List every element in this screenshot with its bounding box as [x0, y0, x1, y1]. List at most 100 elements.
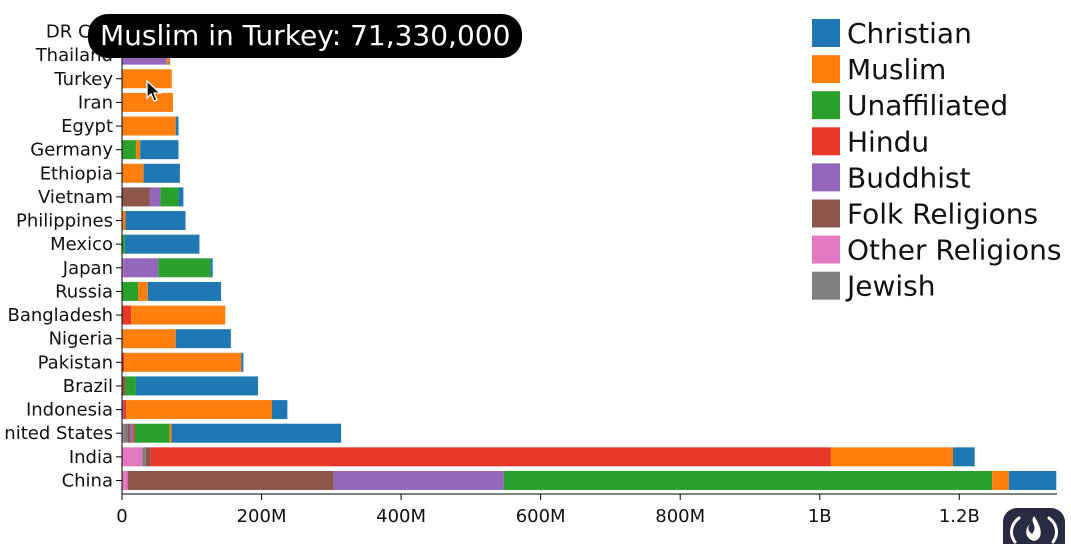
x-tick-label-1-2b: 1.2B	[939, 506, 980, 527]
bar-segment-russia-unaffiliated[interactable]	[122, 281, 139, 301]
legend-swatch-unaffiliated	[812, 91, 840, 120]
bar-segment-russia-christian[interactable]	[147, 281, 222, 301]
bars-group	[122, 45, 1057, 490]
legend-label-hindu: Hindu	[847, 125, 929, 158]
y-tick-label-brazil: Brazil	[63, 376, 113, 397]
bar-segment-japan-christian[interactable]	[210, 258, 213, 278]
bar-segment-india-muslim[interactable]	[830, 447, 954, 467]
y-tick-label-turkey: Turkey	[53, 69, 113, 90]
legend-swatch-christian	[812, 19, 840, 47]
y-tick-label-egypt: Egypt	[61, 116, 113, 137]
y-axis: DR ConThailandTurkeyIranEgyptGermanyEthi…	[4, 14, 123, 494]
bar-segment-egypt-christian[interactable]	[175, 116, 179, 136]
bar-segment-india-christian[interactable]	[953, 447, 975, 467]
bar-segment-philippines-muslim[interactable]	[122, 211, 126, 231]
x-tick-label-600m: 600M	[516, 506, 566, 527]
bar-segment-ethiopia-christian[interactable]	[143, 163, 180, 183]
y-tick-label-ethiopia: Ethiopia	[40, 163, 113, 184]
bar-segment-pakistan-muslim[interactable]	[124, 352, 242, 372]
y-tick-label-russia: Russia	[55, 281, 113, 302]
bar-segment-turkey-muslim[interactable]	[122, 69, 172, 89]
bar-segment-nited-states-other-religions[interactable]	[122, 423, 124, 443]
x-tick-label-400m: 400M	[376, 506, 426, 527]
bar-segment-brazil-unaffiliated[interactable]	[125, 376, 136, 396]
bar-segment-brazil-christian[interactable]	[135, 376, 259, 396]
mouse-pointer-icon	[146, 80, 162, 102]
y-tick-label-japan: Japan	[62, 258, 113, 279]
bar-segment-nigeria-christian[interactable]	[175, 329, 231, 349]
bar-segment-indonesia-hindu[interactable]	[123, 400, 127, 420]
legend-label-christian: Christian	[847, 17, 972, 50]
legend-swatch-buddhist	[812, 163, 840, 192]
bar-segment-vietnam-folk-religions[interactable]	[122, 187, 150, 207]
legend-label-unaffiliated: Unaffiliated	[847, 89, 1008, 122]
bar-segment-nited-states-buddhist[interactable]	[130, 423, 134, 443]
bar-segment-indonesia-muslim[interactable]	[126, 400, 273, 420]
legend-label-buddhist: Buddhist	[847, 161, 971, 194]
bar-segment-pakistan-hindu[interactable]	[122, 352, 125, 372]
y-tick-label-bangladesh: Bangladesh	[7, 305, 113, 326]
bar-segment-russia-muslim[interactable]	[138, 281, 148, 301]
bar-segment-vietnam-buddhist[interactable]	[149, 187, 161, 207]
bar-segment-mexico-christian[interactable]	[124, 234, 200, 254]
bar-segment-china-christian[interactable]	[1008, 470, 1057, 490]
bar-segment-germany-muslim[interactable]	[135, 140, 141, 160]
bar-segment-nited-states-jewish[interactable]	[123, 423, 128, 443]
bar-segment-india-folk-religions[interactable]	[145, 447, 151, 467]
legend-label-other-religions: Other Religions	[847, 234, 1061, 267]
bar-segment-china-folk-religions[interactable]	[127, 470, 334, 490]
bar-segment-bangladesh-hindu[interactable]	[122, 305, 132, 325]
bar-segment-india-jewish[interactable]	[142, 447, 146, 467]
y-tick-label-china: China	[62, 470, 113, 491]
freecodecamp-logo-icon	[1003, 508, 1065, 544]
x-tick-label-200m: 200M	[237, 506, 287, 527]
bar-segment-pakistan-christian[interactable]	[241, 352, 244, 372]
y-tick-label-philippines: Philippines	[16, 211, 113, 232]
bar-segment-nited-states-muslim[interactable]	[169, 423, 172, 443]
bar-segment-india-hindu[interactable]	[150, 447, 831, 467]
bar-segment-ethiopia-muslim[interactable]	[122, 163, 144, 183]
bar-segment-china-unaffiliated[interactable]	[503, 470, 993, 490]
bar-segment-egypt-muslim[interactable]	[122, 116, 176, 136]
bar-segment-germany-christian[interactable]	[140, 140, 179, 160]
bar-segment-china-muslim[interactable]	[992, 470, 1009, 490]
y-tick-label-mexico: Mexico	[50, 234, 113, 255]
y-tick-label-vietnam: Vietnam	[38, 187, 113, 208]
legend-label-folk-religions: Folk Religions	[847, 198, 1038, 231]
legend-swatch-jewish	[812, 271, 840, 300]
bar-segment-india-other-religions[interactable]	[122, 447, 143, 467]
bar-segment-china-buddhist[interactable]	[333, 470, 504, 490]
bar-segment-mexico-unaffiliated[interactable]	[122, 234, 125, 254]
bar-segment-nited-states-christian[interactable]	[171, 423, 342, 443]
bar-segment-japan-buddhist[interactable]	[123, 258, 159, 278]
x-axis: 0 200M 400M 600M 800M 1B 1.2B	[116, 493, 1057, 527]
bar-segment-vietnam-unaffiliated[interactable]	[160, 187, 179, 207]
x-tick-label-1b: 1B	[808, 506, 832, 527]
legend-label-muslim: Muslim	[847, 53, 946, 86]
bar-segment-indonesia-christian[interactable]	[272, 400, 288, 420]
x-tick-label-800m: 800M	[655, 506, 705, 527]
bar-segment-japan-unaffiliated[interactable]	[158, 258, 211, 278]
bar-segment-nited-states-hindu[interactable]	[133, 423, 135, 443]
legend-swatch-muslim	[812, 55, 840, 84]
bar-segment-nited-states-unaffiliated[interactable]	[134, 423, 170, 443]
bar-segment-brazil-folk-religions[interactable]	[122, 376, 126, 396]
y-tick-label-germany: Germany	[30, 140, 113, 161]
bar-segment-nited-states-folk-religions[interactable]	[127, 423, 131, 443]
legend-label-jewish: Jewish	[845, 270, 936, 303]
bar-segment-vietnam-christian[interactable]	[178, 187, 184, 207]
bar-segment-bangladesh-muslim[interactable]	[131, 305, 226, 325]
bar-segment-china-other-religions[interactable]	[122, 470, 128, 490]
legend: ChristianMuslimUnaffiliatedHinduBuddhist…	[812, 17, 1061, 303]
bar-segment-germany-unaffiliated[interactable]	[122, 140, 136, 160]
bar-segment-indonesia-buddhist[interactable]	[122, 400, 124, 420]
bar-segment-philippines-christian[interactable]	[125, 211, 186, 231]
bar-segment-iran-muslim[interactable]	[122, 92, 173, 112]
y-tick-label-nigeria: Nigeria	[49, 329, 113, 350]
x-tick-label-0: 0	[116, 506, 127, 527]
y-tick-label-pakistan: Pakistan	[38, 352, 113, 373]
bar-segment-nigeria-muslim[interactable]	[122, 329, 176, 349]
bar-segment-japan-other-religions[interactable]	[122, 258, 124, 278]
y-tick-label-indonesia: Indonesia	[26, 400, 113, 421]
